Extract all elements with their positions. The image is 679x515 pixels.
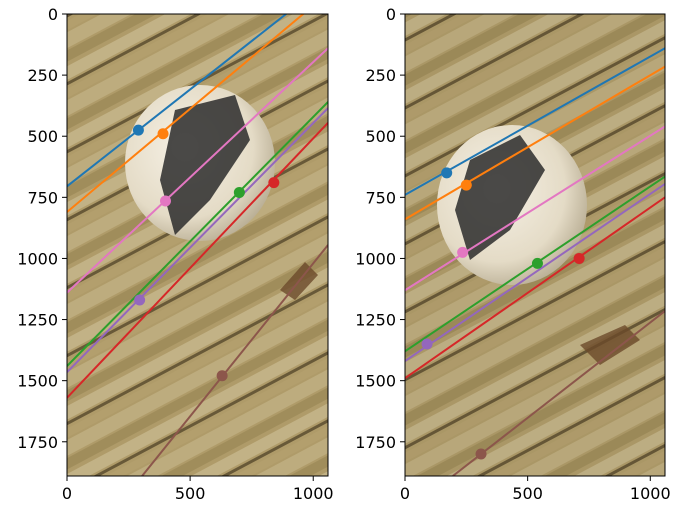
left-keypoint-7 — [159, 195, 171, 207]
right-epipolar-line-5 — [405, 183, 665, 362]
left-epipolar-line-5 — [67, 107, 328, 373]
right-y-tick-label: 750 — [365, 188, 396, 207]
right-keypoint-2 — [460, 179, 472, 191]
left-epipolar-line-2 — [67, 14, 305, 213]
left-y-tick-label: 500 — [27, 127, 58, 146]
left-keypoint-4 — [268, 177, 280, 189]
left-y-tick-label: 250 — [27, 66, 58, 85]
left-y-tick-label: 1250 — [17, 311, 58, 330]
right-keypoint-3 — [531, 257, 543, 269]
right-x-tick-label: 1000 — [630, 484, 671, 503]
left-keypoint-1 — [132, 124, 144, 136]
left-keypoint-5 — [134, 294, 146, 306]
right-y-tick-label: 500 — [365, 127, 396, 146]
right-axes-frame — [404, 13, 666, 477]
right-epipolar-line-4 — [405, 196, 665, 380]
left-y-tick-label: 1500 — [17, 372, 58, 391]
right-y-tick-label: 1000 — [355, 249, 396, 268]
left-y-tick-label: 1750 — [17, 433, 58, 452]
right-epipolar-line-6 — [452, 310, 665, 476]
left-lines — [67, 14, 328, 476]
left-epipolar-line-3 — [67, 101, 328, 367]
left-epipolar-line-6 — [141, 244, 328, 476]
left-panel: 0 500 1000 0 250 500 750 1000 1250 1500 1750 — [17, 5, 333, 503]
right-x-tick-label: 0 — [400, 484, 410, 503]
left-epipolar-line-1 — [67, 14, 288, 188]
right-panel: 0 500 1000 0 250 500 750 1000 1250 1500 1750 — [355, 5, 670, 503]
right-y-tick-label: 1750 — [355, 433, 396, 452]
left-y-tick-label: 0 — [48, 5, 58, 24]
right-keypoint-1 — [441, 167, 453, 179]
left-axis-ticks: 0 500 1000 0 250 500 750 1000 1250 1500 1750 — [17, 5, 333, 503]
left-x-tick-label: 500 — [175, 484, 206, 503]
left-epipolar-line-4 — [67, 122, 328, 399]
left-keypoint-3 — [233, 186, 245, 198]
right-epipolar-line-7 — [405, 125, 665, 292]
right-y-tick-label: 1500 — [355, 372, 396, 391]
left-ball-dark-panel — [160, 95, 250, 235]
right-y-tick-label: 1250 — [355, 311, 396, 330]
right-keypoint-5 — [421, 338, 433, 350]
right-keypoint-4 — [573, 252, 585, 264]
left-x-tick-label: 0 — [62, 484, 72, 503]
left-epipolar-line-7 — [67, 47, 328, 294]
left-keypoint-6 — [216, 370, 228, 382]
right-ball-dark-panel — [455, 135, 545, 260]
left-y-tick-label: 1000 — [17, 249, 58, 268]
left-axes-frame — [66, 13, 329, 477]
left-x-tick-label: 1000 — [293, 484, 334, 503]
right-wood-knot — [580, 325, 640, 365]
right-y-tick-label: 250 — [365, 66, 396, 85]
right-epipolar-line-2 — [405, 65, 665, 221]
right-y-tick-label: 0 — [386, 5, 396, 24]
left-keypoint-2 — [157, 128, 169, 140]
right-keypoint-6 — [475, 448, 487, 460]
right-x-tick-label: 500 — [512, 484, 543, 503]
right-axis-ticks: 0 500 1000 0 250 500 750 1000 1250 1500 1750 — [355, 5, 670, 503]
right-keypoint-7 — [457, 246, 469, 258]
right-points — [421, 167, 585, 460]
left-y-tick-label: 750 — [27, 188, 58, 207]
left-points — [132, 124, 280, 382]
